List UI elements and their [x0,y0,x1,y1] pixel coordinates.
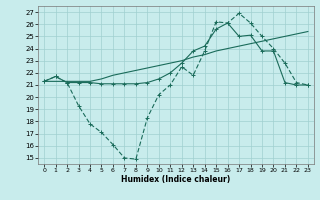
X-axis label: Humidex (Indice chaleur): Humidex (Indice chaleur) [121,175,231,184]
